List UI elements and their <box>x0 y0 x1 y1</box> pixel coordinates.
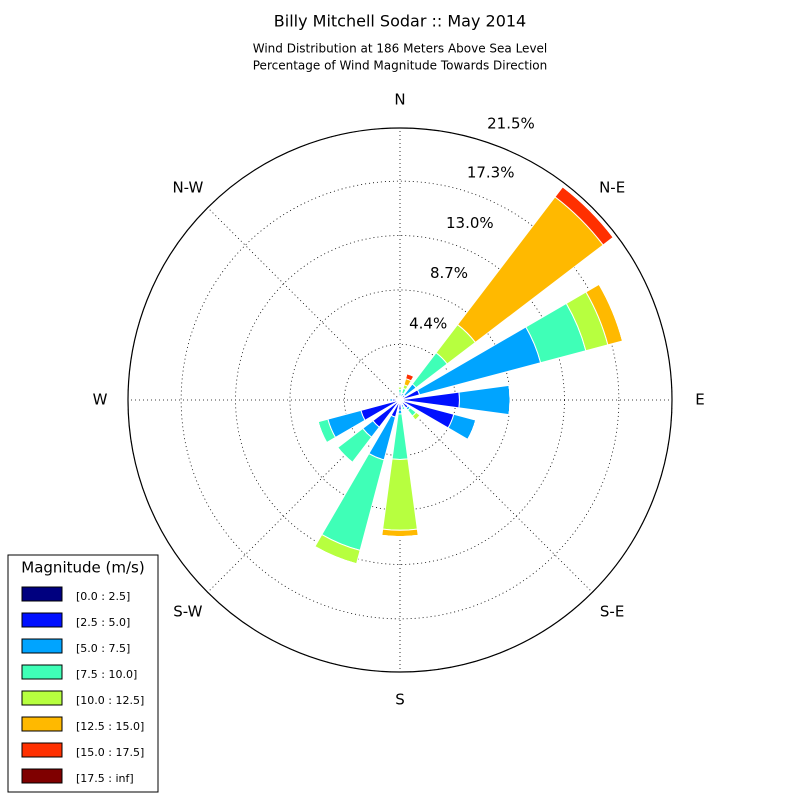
bar-segment <box>382 458 418 531</box>
legend-swatch <box>21 716 63 732</box>
bar-segment <box>398 388 402 394</box>
grid <box>127 127 673 673</box>
legend-swatch <box>21 690 63 706</box>
chart-subtitle: Wind Distribution at 186 Meters Above Se… <box>253 42 548 56</box>
outer-circle <box>127 127 673 673</box>
bar-segment <box>447 413 477 441</box>
legend-label: [15.0 : 17.5] <box>76 746 144 759</box>
legend-label: [0.0 : 2.5] <box>76 590 130 603</box>
bar-segment <box>317 421 328 443</box>
grid-ring <box>180 180 620 620</box>
bar-segment <box>508 385 511 415</box>
r-tick-label: 4.4% <box>409 314 447 332</box>
direction-label: W <box>93 391 108 409</box>
spoke <box>207 207 401 401</box>
chart-title: Billy Mitchell Sodar :: May 2014 <box>274 12 526 31</box>
grid-ring <box>235 235 565 565</box>
legend-swatch <box>21 612 63 628</box>
spoke <box>207 399 401 593</box>
r-tick-label: 17.3% <box>467 164 515 182</box>
spoke <box>399 399 593 593</box>
r-tick-label: 21.5% <box>487 115 535 133</box>
legend-title: Magnitude (m/s) <box>21 559 144 577</box>
bar-segment <box>381 528 419 538</box>
r-tick-label: 13.0% <box>446 214 494 232</box>
direction-label: S-E <box>600 603 624 621</box>
bar-segment <box>397 409 403 415</box>
direction-label: S-W <box>173 603 202 621</box>
direction-label: E <box>695 391 704 409</box>
labels: 4.4% 8.7% 13.0% 17.3% 21.5% N N-E E S-E S S-W W N-W <box>93 91 705 709</box>
r-tick-label: 8.7% <box>430 264 468 282</box>
bar-segment <box>402 408 406 411</box>
legend-label: [5.0 : 7.5] <box>76 642 130 655</box>
legend-swatch <box>21 586 63 602</box>
legend-swatch <box>21 742 63 758</box>
bar-segment <box>598 284 624 342</box>
bar-segment <box>458 384 511 416</box>
direction-label: S <box>395 691 405 709</box>
bars <box>314 186 624 565</box>
legend-label: [2.5 : 5.0] <box>76 616 130 629</box>
direction-label: N <box>394 91 405 109</box>
legend-swatch <box>21 638 63 654</box>
legend-label: [12.5 : 15.0] <box>76 720 144 733</box>
bar-segment <box>467 419 477 440</box>
legend-label: [7.5 : 10.0] <box>76 668 137 681</box>
direction-label: N-E <box>599 178 625 196</box>
legend-swatch <box>21 768 63 784</box>
legend-label: [10.0 : 12.5] <box>76 694 144 707</box>
legend-label: [17.5 : inf] <box>76 772 134 785</box>
bar-segment <box>321 452 385 552</box>
direction-label: N-W <box>172 178 203 196</box>
chart-subtitle: Percentage of Wind Magnitude Towards Dir… <box>253 59 547 73</box>
legend-swatch <box>21 664 63 680</box>
legend: Magnitude (m/s) [0.0 : 2.5] [2.5 : 5.0] [5… <box>7 554 159 793</box>
